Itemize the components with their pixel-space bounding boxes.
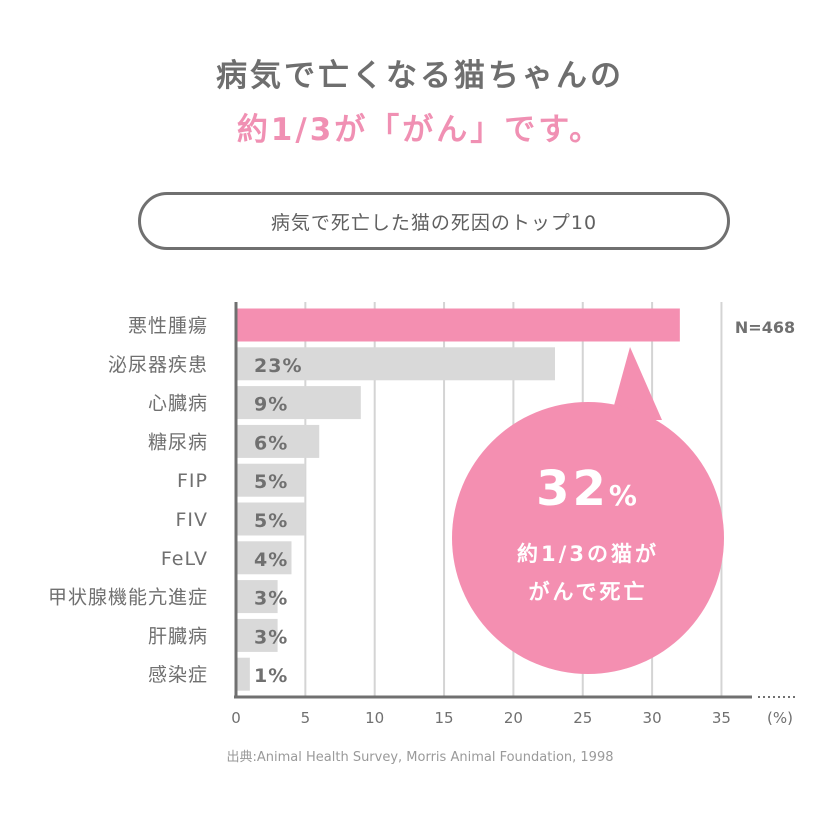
bar: [236, 618, 278, 652]
x-tick-label: 20: [504, 709, 523, 727]
bar: [236, 308, 680, 342]
sample-size-label: N=468: [735, 318, 795, 337]
value-label: 1%: [254, 665, 288, 687]
callout-pointer: [610, 347, 662, 420]
value-label: 5%: [254, 471, 288, 493]
source-note: 出典:Animal Health Survey, Morris Animal F…: [226, 750, 614, 765]
bar: [236, 424, 320, 458]
category-label: 糖尿病: [148, 431, 208, 453]
chart-title: 病気で死亡した猫の死因のトップ10: [270, 211, 598, 234]
bar: [236, 347, 556, 381]
callout-line1: 約1/3の猫が: [517, 542, 659, 566]
x-axis-unit-label: (%): [767, 709, 793, 727]
value-label: 5%: [254, 510, 288, 532]
x-tick-label: 0: [231, 709, 241, 727]
value-label: 3%: [254, 588, 288, 610]
category-label: 甲状腺機能亢進症: [48, 587, 208, 609]
value-label: 9%: [254, 394, 288, 416]
x-tick-label: 15: [435, 709, 454, 727]
value-label: 4%: [254, 549, 288, 571]
bar: [236, 541, 292, 575]
category-label: 悪性腫瘍: [128, 315, 208, 337]
category-label: FeLV: [161, 548, 208, 570]
category-label: 泌尿器疾患: [108, 354, 208, 376]
value-label: 23%: [254, 355, 302, 377]
bar: [236, 463, 306, 497]
chart-title-box: 病気で死亡した猫の死因のトップ10: [138, 192, 730, 250]
callout-line2: がんで死亡: [529, 580, 648, 604]
x-tick-label: 5: [301, 709, 311, 727]
category-label: 感染症: [148, 664, 208, 686]
value-label: 3%: [254, 626, 288, 648]
x-tick-label: 35: [712, 709, 731, 727]
category-label: 心臓病: [148, 393, 208, 415]
x-tick-label: 25: [573, 709, 592, 727]
bar: [236, 386, 361, 420]
x-tick-label: 30: [643, 709, 662, 727]
category-label: FIV: [175, 509, 208, 531]
bar: [236, 657, 250, 691]
callout-bubble: [452, 402, 724, 674]
bar: [236, 580, 278, 614]
headline-line1: 病気で亡くなる猫ちゃんの: [216, 58, 624, 94]
bar: [236, 502, 306, 536]
x-tick-label: 10: [365, 709, 384, 727]
callout-unit: %: [609, 479, 640, 512]
value-label: 6%: [254, 432, 288, 454]
category-label: 肝臓病: [148, 625, 208, 647]
headline-line2: 約1/3が「がん」です。: [236, 112, 604, 148]
category-label: FIP: [177, 470, 208, 492]
